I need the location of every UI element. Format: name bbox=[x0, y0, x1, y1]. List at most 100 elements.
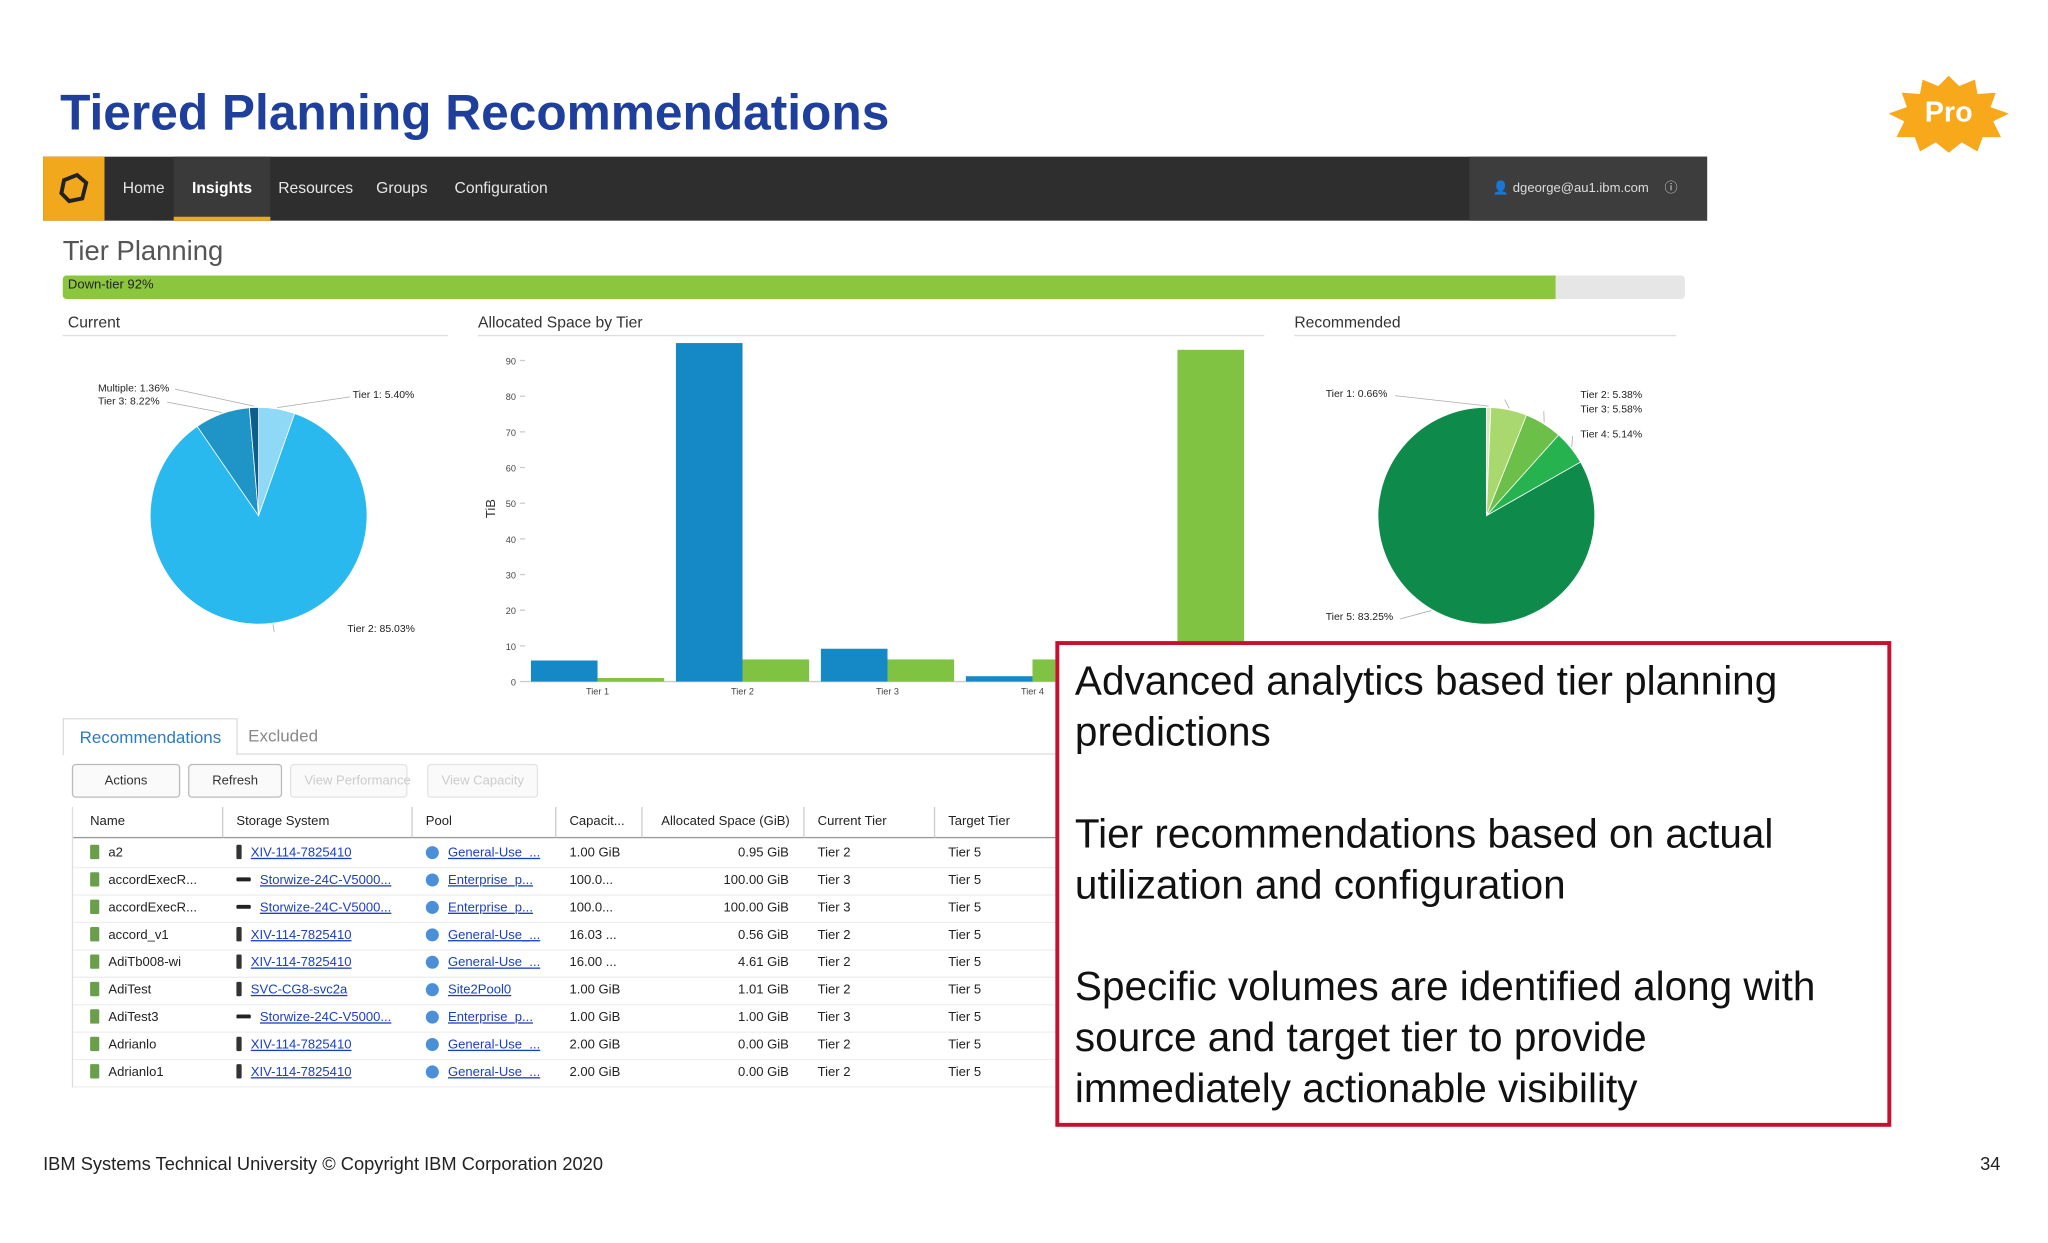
nav-item[interactable]: Home bbox=[122, 178, 165, 198]
pool-icon bbox=[425, 983, 439, 997]
table-cell: Tier 5 bbox=[935, 977, 1056, 1004]
column-header[interactable]: Pool bbox=[412, 806, 557, 839]
table-cell: 100.0... bbox=[556, 867, 642, 894]
leader-line bbox=[277, 396, 351, 409]
volume-icon bbox=[90, 872, 100, 887]
cell-text: 2.00 GiB bbox=[569, 1065, 621, 1080]
cell-text: Tier 5 bbox=[948, 983, 982, 998]
table-cell: General-Use_... bbox=[413, 1059, 557, 1086]
table-cell: 4.61 GiB bbox=[643, 949, 805, 976]
cell-text[interactable]: General-Use_... bbox=[447, 928, 541, 943]
cell-text: 100.00 GiB bbox=[723, 873, 789, 888]
column-header[interactable]: Allocated Space (GiB) bbox=[642, 806, 805, 839]
table-cell: 100.00 GiB bbox=[643, 867, 805, 894]
nav-item[interactable]: Resources bbox=[278, 178, 354, 198]
row-rule bbox=[73, 949, 1057, 951]
user-menu[interactable]: 👤 dgeorge@au1.ibm.com ⓘ bbox=[1469, 156, 1708, 221]
pie-label: Tier 4: 5.14% bbox=[1580, 429, 1642, 440]
cell-text[interactable]: XIV-114-7825410 bbox=[250, 1065, 352, 1080]
bar bbox=[530, 660, 598, 682]
tab[interactable]: Excluded bbox=[248, 725, 319, 746]
table-cell: Tier 3 bbox=[805, 867, 936, 894]
pool-icon bbox=[425, 900, 439, 914]
table-cell: XIV-114-7825410 bbox=[223, 949, 412, 976]
cell-text: AdiTest bbox=[108, 983, 152, 998]
cell-text: Tier 5 bbox=[948, 955, 982, 971]
table-cell: accordExecR... bbox=[73, 894, 223, 921]
cell-text[interactable]: General-Use_... bbox=[447, 1065, 541, 1080]
cell-text[interactable]: XIV-114-7825410 bbox=[250, 846, 352, 861]
cell-text: Tier 2 bbox=[817, 1038, 851, 1053]
callout: Advanced analytics based tier planning p… bbox=[1055, 641, 1892, 1127]
y-tick-label: 70 bbox=[506, 428, 516, 438]
cell-text[interactable]: Enterprise_p... bbox=[447, 873, 533, 888]
cell-text[interactable]: XIV-114-7825410 bbox=[250, 1038, 352, 1053]
cell-text[interactable]: Storwize-24C-V5000... bbox=[259, 900, 392, 916]
cell-text: Tier 2 bbox=[817, 928, 851, 943]
column-header[interactable]: Target Tier bbox=[935, 807, 1057, 839]
cell-text: AdiTest3 bbox=[108, 1010, 159, 1025]
recommendations-table: Name Storage System Pool Capacit... Allocate… bbox=[71, 806, 1057, 1088]
pool-icon bbox=[425, 873, 439, 887]
cell-text[interactable]: General-Use_... bbox=[447, 1038, 541, 1053]
tab[interactable]: Recommendations bbox=[62, 718, 239, 756]
bar bbox=[965, 676, 1033, 682]
logo[interactable] bbox=[43, 156, 105, 221]
table-cell: Tier 3 bbox=[805, 894, 936, 921]
nav-item[interactable]: Insights bbox=[173, 156, 271, 221]
table-cell: Enterprise_p... bbox=[413, 867, 557, 894]
cell-text[interactable]: Storwize-24C-V5000... bbox=[259, 1010, 392, 1025]
pie-label: Tier 1: 0.66% bbox=[1326, 389, 1388, 400]
column-header[interactable]: Capacit... bbox=[556, 806, 643, 839]
tabs: Recommendations Excluded bbox=[62, 718, 1056, 756]
cell-text[interactable]: General-Use_... bbox=[447, 955, 541, 971]
y-tick-label: 50 bbox=[506, 499, 516, 509]
y-tick-label: 20 bbox=[506, 606, 516, 616]
row-rule bbox=[73, 1058, 1057, 1061]
cell-text: Tier 5 bbox=[948, 928, 982, 943]
nav-item[interactable]: Groups bbox=[376, 178, 428, 198]
cell-text[interactable]: Site2Pool0 bbox=[447, 983, 512, 998]
table-cell: General-Use_... bbox=[413, 840, 557, 867]
pie-label: Multiple: 1.36% bbox=[98, 384, 169, 395]
cell-text[interactable]: SVC-CG8-svc2a bbox=[250, 983, 348, 998]
bar bbox=[820, 648, 888, 682]
cell-text[interactable]: Enterprise_p... bbox=[447, 1010, 533, 1025]
callout-paragraph: Specific volumes are identified along wi… bbox=[1074, 963, 1816, 1112]
callout-paragraph: Tier recommendations based on actual uti… bbox=[1074, 810, 1774, 908]
cell-text[interactable]: XIV-114-7825410 bbox=[250, 928, 352, 943]
bar bbox=[675, 343, 743, 682]
leader-line bbox=[1504, 399, 1510, 409]
table-cell: XIV-114-7825410 bbox=[223, 1031, 412, 1058]
nav-item[interactable]: Configuration bbox=[454, 178, 548, 198]
row-rule bbox=[73, 1031, 1057, 1033]
table-cell: SVC-CG8-svc2a bbox=[223, 977, 412, 1004]
y-tick-label: 90 bbox=[506, 356, 516, 366]
volume-icon bbox=[90, 1064, 100, 1079]
table-cell: accordExecR... bbox=[73, 867, 223, 894]
cell-text: accordExecR... bbox=[108, 873, 197, 888]
pool-icon bbox=[425, 1038, 439, 1052]
system-icon bbox=[236, 844, 242, 860]
cell-text[interactable]: Storwize-24C-V5000... bbox=[259, 873, 392, 888]
progress-label: Down-tier 92% bbox=[67, 278, 154, 293]
cell-text[interactable]: XIV-114-7825410 bbox=[250, 955, 352, 971]
volume-icon bbox=[90, 1009, 100, 1024]
table-cell: 16.00 ... bbox=[556, 949, 642, 976]
cell-text: Tier 3 bbox=[817, 900, 851, 916]
pie-label: Tier 2: 85.03% bbox=[347, 624, 415, 635]
volume-icon bbox=[90, 899, 100, 914]
pool-icon bbox=[425, 928, 439, 942]
toolbar-button[interactable]: Refresh bbox=[188, 763, 283, 798]
column-header[interactable]: Name bbox=[73, 806, 224, 839]
callout-paragraph: Advanced analytics based tier planning p… bbox=[1074, 658, 1778, 755]
cell-text: 100.0... bbox=[569, 873, 614, 888]
toolbar-button[interactable]: Actions bbox=[71, 763, 181, 798]
cell-text[interactable]: General-Use_... bbox=[447, 846, 541, 861]
cell-text[interactable]: Enterprise_p... bbox=[447, 900, 533, 916]
table-cell: Adrianlo1 bbox=[73, 1059, 223, 1086]
column-header[interactable]: Storage System bbox=[223, 806, 413, 839]
column-header[interactable]: Current Tier bbox=[804, 806, 936, 839]
